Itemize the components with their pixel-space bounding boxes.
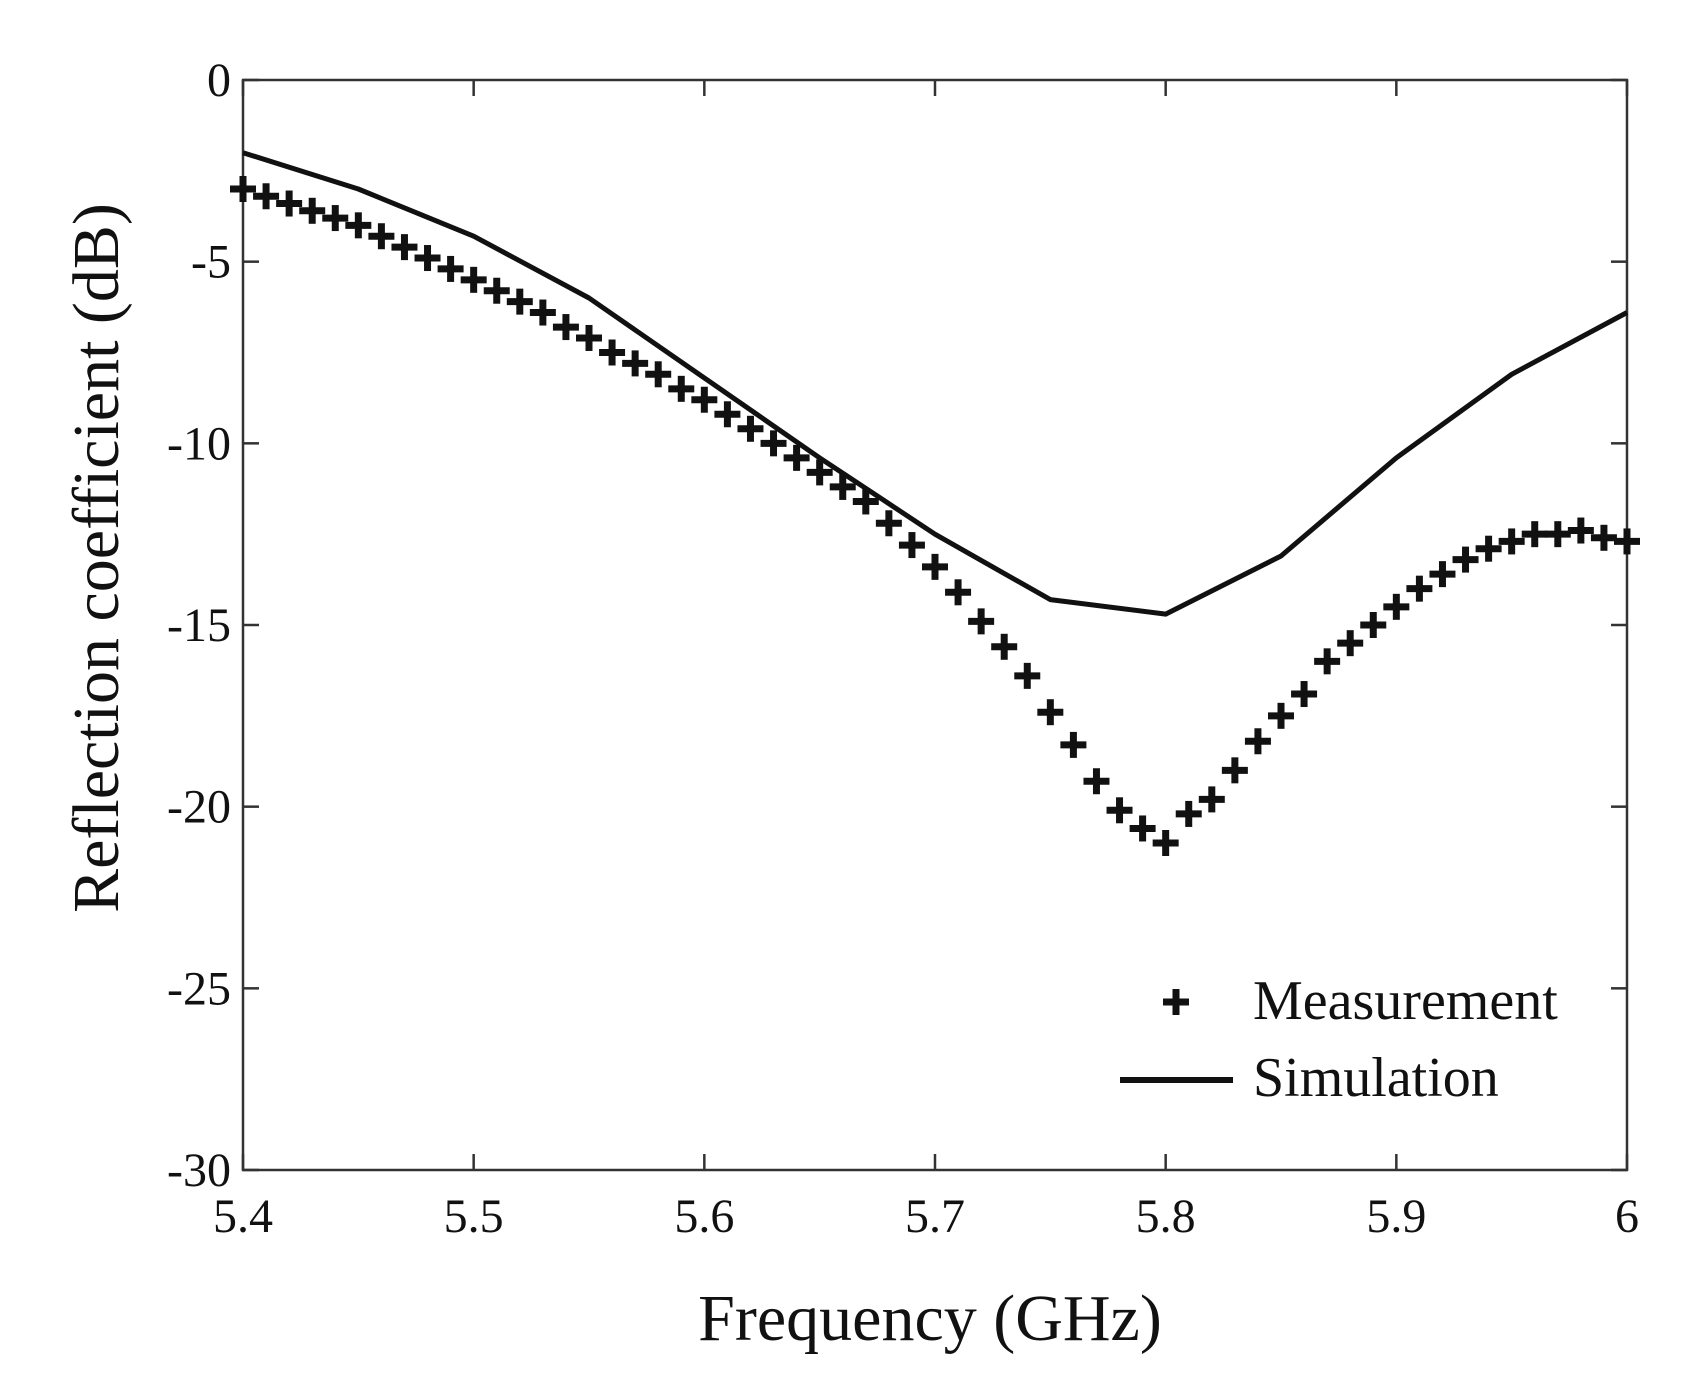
legend-measurement-marker <box>1163 989 1189 1015</box>
measurement-point <box>1129 815 1156 842</box>
measurement-point <box>991 633 1018 660</box>
measurement-point <box>414 245 441 272</box>
measurement-point <box>691 386 718 413</box>
y-tick-label: -30 <box>167 1144 231 1197</box>
measurement-point <box>714 401 741 428</box>
measurement-point <box>852 488 879 515</box>
measurement-point <box>1521 521 1548 548</box>
measurement-point <box>1498 528 1525 555</box>
measurement-point <box>945 579 972 606</box>
series-measurement <box>230 176 1640 856</box>
measurement-point <box>322 205 349 232</box>
measurement-point <box>1037 699 1064 726</box>
measurement-point <box>1360 612 1387 638</box>
measurement-point <box>483 277 510 304</box>
measurement-point <box>1106 797 1133 824</box>
simulation-line <box>242 150 1629 617</box>
measurement-point <box>898 532 925 559</box>
measurement-point <box>1314 648 1341 675</box>
measurement-point <box>1014 662 1041 689</box>
x-tick-label: 5.4 <box>213 1190 273 1243</box>
measurement-point <box>806 459 833 486</box>
x-tick-label: 5.8 <box>1136 1190 1196 1243</box>
measurement-point <box>506 288 533 315</box>
y-tick-label: -15 <box>167 599 231 652</box>
measurement-point <box>437 255 464 282</box>
x-axis: 5.4 5.5 5.6 5.7 5.8 5.9 6 <box>213 80 1639 1243</box>
y-tick-label: -20 <box>167 781 231 834</box>
measurement-point <box>645 361 672 388</box>
measurement-point <box>1406 575 1433 602</box>
measurement-point <box>368 223 395 250</box>
series-simulation <box>242 150 1629 617</box>
measurement-point <box>1152 830 1179 856</box>
y-tick-label: 0 <box>207 54 231 107</box>
measurement-point <box>783 444 810 471</box>
measurement-point <box>622 350 649 377</box>
measurement-point <box>922 553 948 580</box>
y-tick-label: -10 <box>167 417 231 470</box>
measurement-point <box>391 234 418 261</box>
measurement-point <box>345 212 372 239</box>
series-layer <box>230 150 1640 856</box>
measurement-point <box>1221 757 1248 784</box>
measurement-point <box>1383 593 1410 620</box>
measurement-point <box>1544 521 1571 548</box>
measurement-point <box>1198 786 1225 813</box>
measurement-point <box>1429 561 1456 588</box>
y-tick-label: -25 <box>167 962 231 1015</box>
measurement-point <box>276 190 303 217</box>
measurement-point <box>760 430 787 457</box>
measurement-point <box>299 197 326 224</box>
measurement-point <box>829 473 856 500</box>
measurement-point <box>230 176 256 202</box>
y-axis-title: Reflection coefficient (dB) <box>60 203 133 913</box>
measurement-point <box>1244 728 1271 755</box>
measurement-point <box>529 299 556 326</box>
measurement-point <box>875 510 902 537</box>
legend-measurement-label: Measurement <box>1253 970 1558 1032</box>
x-axis-title: Frequency (GHz) <box>698 1282 1162 1355</box>
measurement-point <box>1590 524 1617 551</box>
y-tick-label: -5 <box>191 236 231 289</box>
y-axis: 0 -5 -10 -15 -20 -25 -30 <box>167 54 1627 1197</box>
measurement-point <box>1337 630 1364 657</box>
x-tick-label: 6 <box>1615 1190 1639 1243</box>
measurement-point <box>253 183 280 210</box>
measurement-point <box>1614 528 1640 555</box>
measurement-point <box>1268 702 1294 729</box>
measurement-point <box>552 314 579 341</box>
measurement-point <box>1567 517 1594 544</box>
legend: Measurement Simulation <box>1120 970 1558 1109</box>
measurement-point <box>668 375 695 402</box>
measurement-point <box>968 608 995 635</box>
measurement-point <box>1175 800 1202 827</box>
measurement-point <box>599 339 626 366</box>
measurement-point <box>737 415 764 442</box>
x-tick-label: 5.6 <box>674 1190 734 1243</box>
measurement-point <box>1452 546 1479 573</box>
x-tick-label: 5.7 <box>905 1190 965 1243</box>
measurement-point <box>1083 768 1110 795</box>
measurement-point <box>576 324 602 351</box>
measurement-point <box>1475 535 1502 562</box>
measurement-point <box>1291 681 1318 708</box>
legend-simulation-label: Simulation <box>1253 1047 1499 1109</box>
x-tick-label: 5.5 <box>444 1190 504 1243</box>
measurement-point <box>460 266 487 293</box>
measurement-point <box>1060 731 1087 758</box>
x-tick-label: 5.9 <box>1366 1190 1426 1243</box>
legend-plus-marker <box>1163 989 1189 1015</box>
